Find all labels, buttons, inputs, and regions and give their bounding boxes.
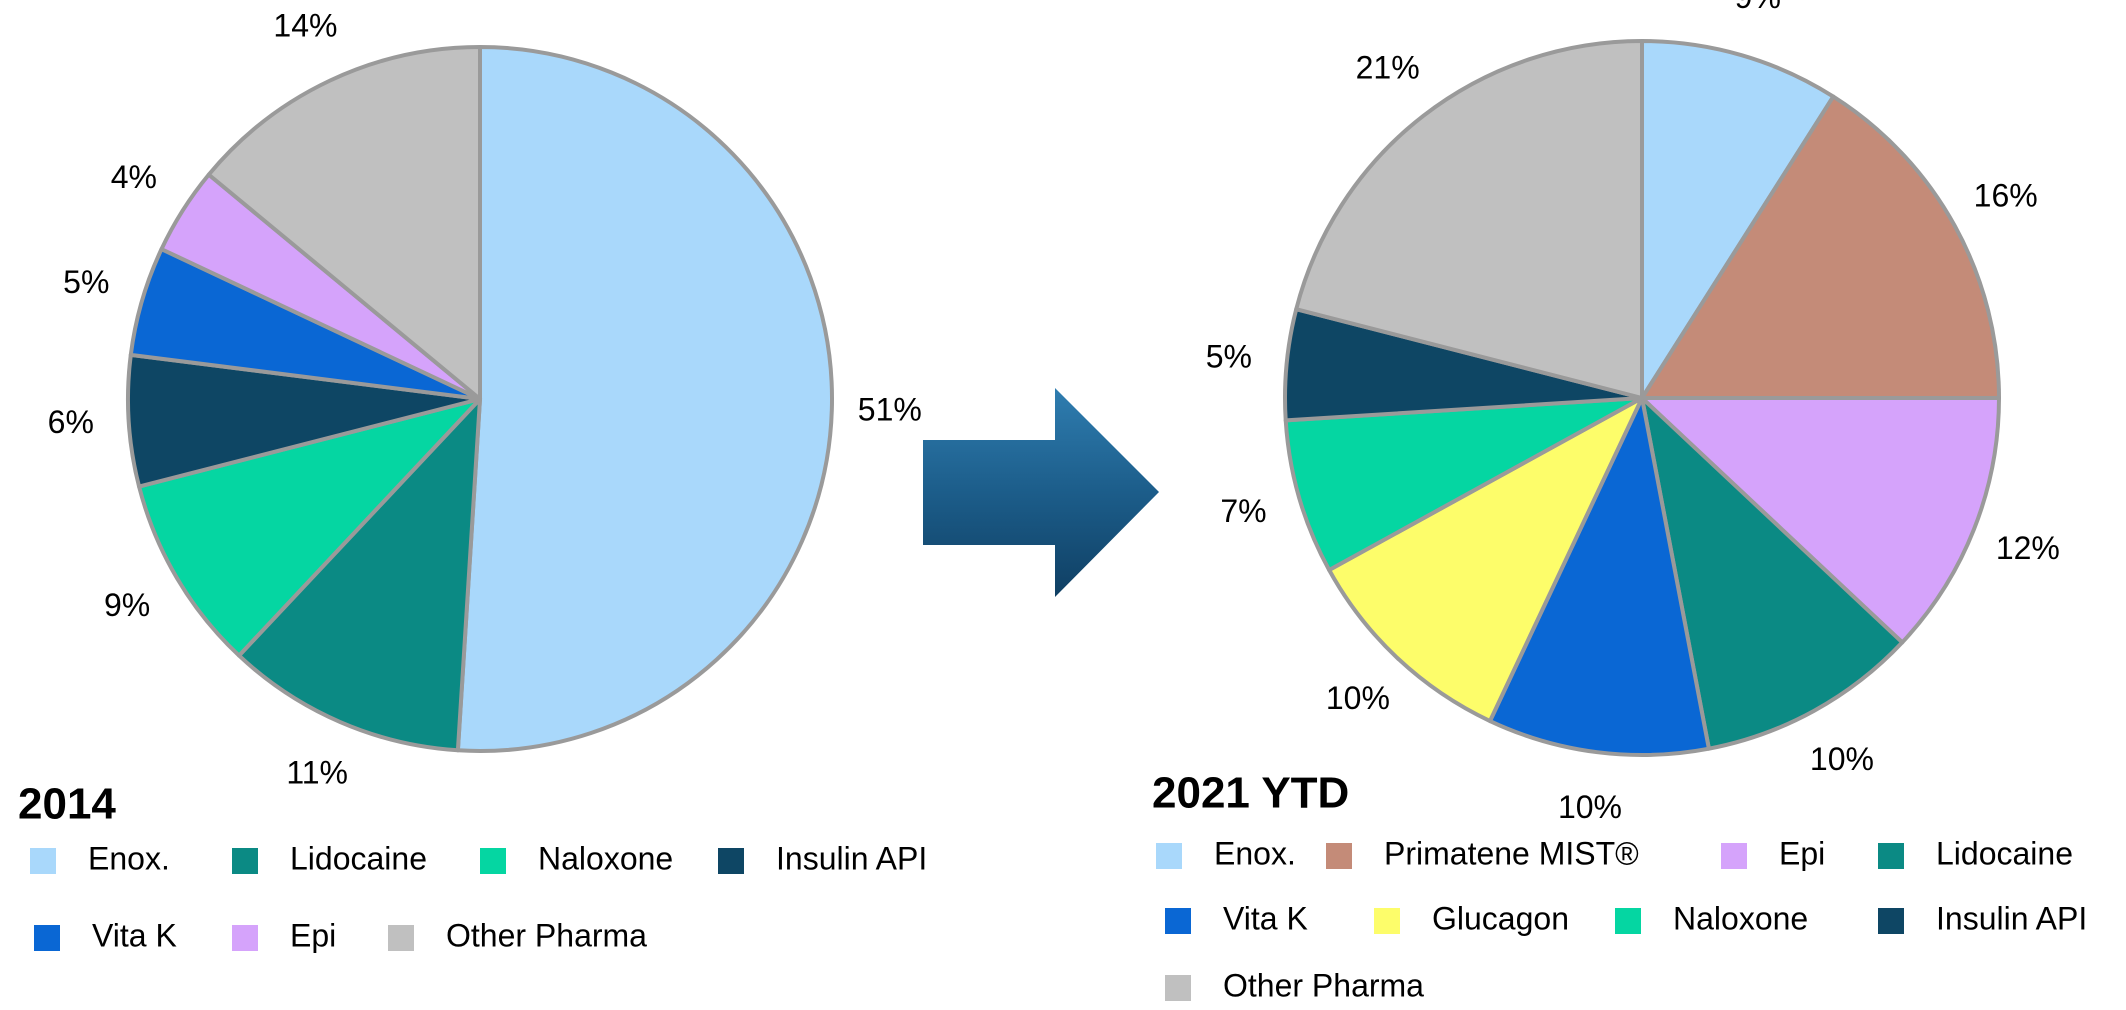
chart-title: 2014 (18, 780, 116, 829)
legend-label: Insulin API (1936, 900, 2087, 936)
value-label: 9% (104, 587, 150, 623)
legend-swatch (30, 848, 56, 874)
legend-label: Lidocaine (290, 840, 427, 876)
legend-swatch (232, 848, 258, 874)
pie-slice (1640, 39, 1836, 400)
legend-label: Enox. (88, 840, 170, 876)
legend-swatch (1156, 843, 1182, 869)
pie-slice (1294, 39, 1644, 400)
legend-label: Enox. (1214, 835, 1296, 871)
legend-swatch (232, 925, 258, 951)
pie-slice (1327, 396, 1644, 724)
charts: 2014 51% 11% 9% 6% 5% 4% 14% Enox. Lidocaine Nalox… (18, 0, 2087, 1003)
legend-label: Primatene MIST® (1384, 835, 1639, 871)
legend-swatch (34, 925, 60, 951)
pie-slice (1488, 396, 1711, 757)
legend-swatch (1165, 908, 1191, 934)
legend-label: Insulin API (776, 840, 927, 876)
legend-swatch (1165, 975, 1191, 1001)
value-label: 10% (1810, 741, 1874, 777)
pie-slice (126, 352, 482, 489)
legend-label: Lidocaine (1936, 835, 2073, 871)
legend-swatch (1615, 908, 1641, 934)
pie-slice (1640, 396, 2001, 645)
legend-swatch (1374, 908, 1400, 934)
pie-slice (1283, 396, 1644, 572)
value-label: 5% (63, 264, 109, 300)
legend-swatch (388, 925, 414, 951)
value-label: 5% (1206, 338, 1252, 374)
value-label: 4% (111, 159, 157, 195)
value-label: 16% (1974, 178, 2038, 214)
pie-slice (206, 45, 482, 401)
legend-label: Naloxone (538, 840, 673, 876)
pie-slice (1640, 94, 2001, 400)
legend-swatch (1326, 843, 1352, 869)
pie-slice (137, 397, 482, 658)
value-label: 6% (48, 404, 94, 440)
value-label: 11% (286, 755, 348, 791)
legend-label: Vita K (1223, 900, 1308, 936)
legend-swatch (480, 848, 506, 874)
value-label: 14% (273, 7, 337, 43)
legend-label: Naloxone (1673, 900, 1808, 936)
legend-label: Epi (1779, 835, 1825, 871)
pie-slice (455, 45, 834, 753)
legend-label: Other Pharma (1223, 967, 1424, 1003)
chart-title: 2021 YTD (1152, 769, 1349, 818)
legend-label: Glucagon (1432, 900, 1569, 936)
value-label: 51% (858, 391, 922, 427)
value-label: 10% (1558, 789, 1622, 825)
pie-slice (1640, 396, 1905, 751)
value-label: 9% (1735, 0, 1781, 15)
legend-label: Other Pharma (446, 917, 647, 953)
legend-label: Vita K (92, 917, 177, 953)
value-label: 12% (1996, 530, 2060, 566)
value-label: 21% (1356, 50, 1420, 86)
legend-label: Epi (290, 917, 336, 953)
value-label: 10% (1326, 680, 1390, 716)
pie-slice (237, 397, 482, 753)
legend-swatch (1878, 908, 1904, 934)
legend-swatch (1878, 843, 1904, 869)
value-label: 7% (1220, 493, 1266, 529)
legend-swatch (1721, 843, 1747, 869)
legend-swatch (718, 848, 744, 874)
arrow (923, 388, 1159, 597)
